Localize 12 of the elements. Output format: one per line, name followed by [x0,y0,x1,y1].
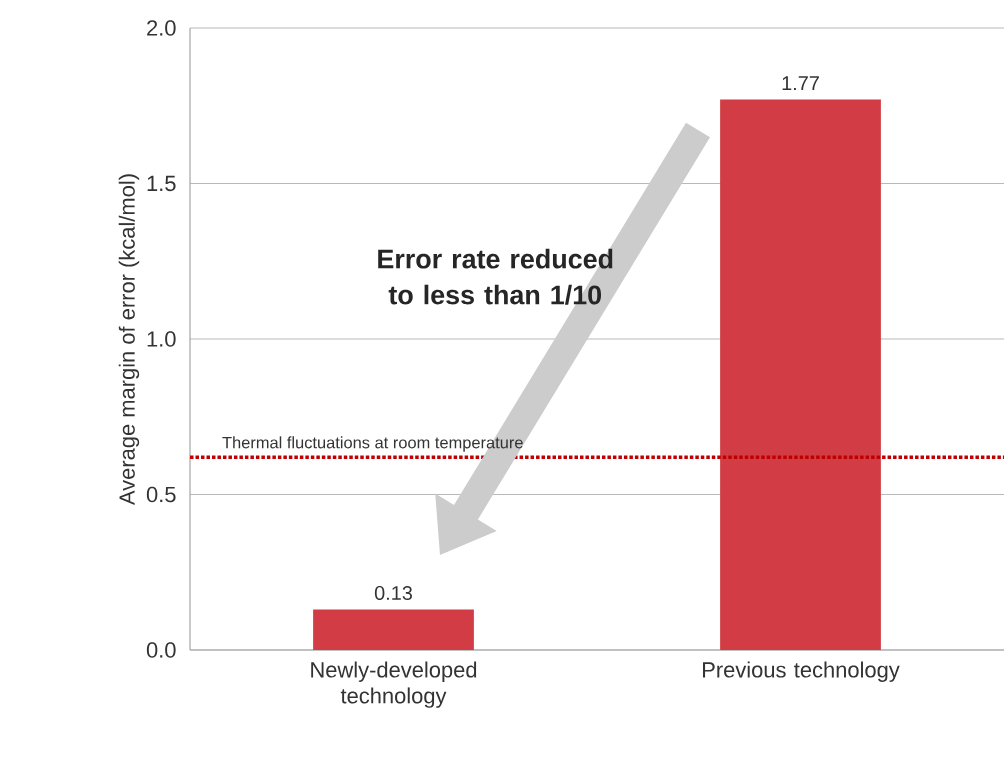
y-tick-label: 2.0 [147,20,176,36]
ref-line-label: Thermal fluctuations at room temperature [222,436,523,452]
annotation: Error rate reduced to less than 1/10 [378,248,613,305]
y-tick-label: 0.5 [146,486,176,503]
y-tick-label: 1.0 [147,331,176,347]
x-tick-label: Previous technology [703,661,900,682]
y-tick-label: 0.0 [146,642,176,658]
data-label: 0.13 [374,585,413,601]
y-tick-label: 1.5 [147,175,176,192]
data-label: 1.77 [782,76,819,90]
x-tick-label: Newly-developed technology [311,661,477,708]
y-axis-title: Average margin of error (kcal/mol) [118,174,140,506]
